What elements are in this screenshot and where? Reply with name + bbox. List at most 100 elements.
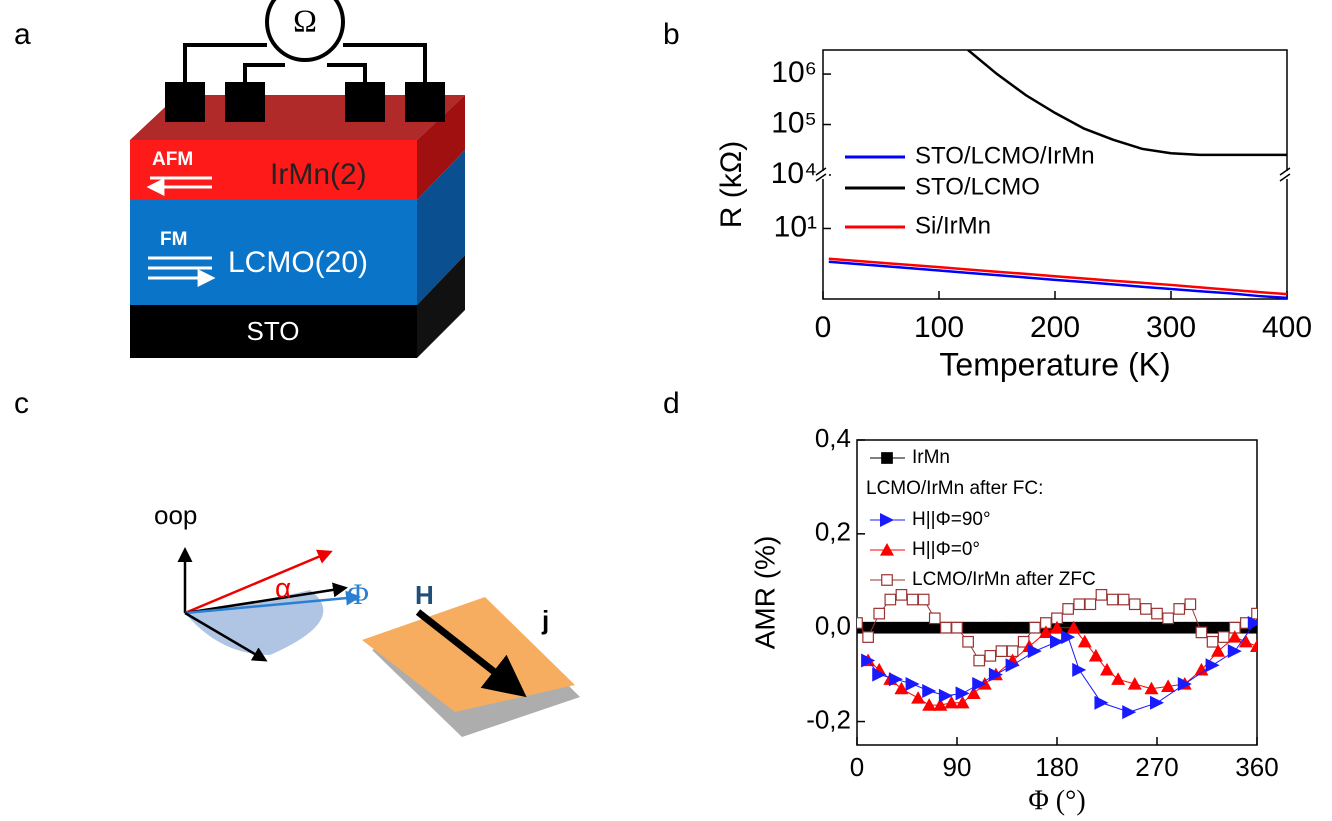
data-point	[1162, 612, 1174, 625]
legend-label: STO/LCMO	[915, 173, 1040, 200]
data-point	[1250, 639, 1257, 653]
geometry-diagram: oop α Φ H j	[154, 500, 580, 737]
angle-label: α	[275, 572, 291, 603]
x-tick-label: 200	[1030, 311, 1080, 344]
data-point	[1227, 644, 1242, 659]
y-tick-label: 10¹	[774, 210, 817, 243]
y-tick-label: 10⁵	[771, 106, 817, 139]
data-point	[884, 593, 897, 606]
data-point	[955, 695, 970, 709]
data-point	[873, 621, 886, 634]
data-point	[940, 621, 952, 634]
data-point	[906, 621, 919, 634]
data-point	[895, 621, 908, 634]
layer-label: LCMO(20)	[228, 246, 368, 279]
legend-label: H||Φ=90°	[912, 509, 991, 530]
current-label: j	[541, 605, 549, 635]
data-point	[873, 607, 886, 620]
data-point	[1128, 621, 1141, 634]
data-point	[1194, 662, 1209, 676]
y-tick-label: 10⁶	[771, 56, 817, 89]
data-point	[888, 672, 903, 687]
x-tick-label: 90	[943, 752, 972, 782]
data-point	[1177, 677, 1192, 691]
data-point	[1127, 677, 1142, 690]
legend-label: STO/LCMO/IrMn	[915, 142, 1095, 169]
data-point	[1095, 621, 1108, 634]
legend-header: LCMO/IrMn after FC:	[866, 478, 1043, 499]
legend-marker	[881, 574, 893, 586]
data-point	[1062, 603, 1074, 615]
legend-marker	[880, 543, 894, 556]
data-point	[973, 654, 986, 667]
data-point	[861, 653, 876, 668]
chart-amr: 0 90 180 270 360 -0,2 0,0 0,2 0,4 AMR (%) Φ (°) LCM…	[749, 423, 1278, 817]
data-point	[1247, 616, 1257, 630]
data-point	[862, 631, 874, 643]
axis-break-gap	[817, 170, 829, 179]
data-point	[905, 677, 920, 691]
plot-frame	[822, 49, 1288, 300]
data-point	[1073, 598, 1086, 611]
field-label: H	[415, 580, 434, 610]
data-point	[884, 621, 897, 634]
legend-label: Si/IrMn	[915, 212, 991, 239]
data-point	[857, 617, 863, 629]
data-point	[922, 684, 937, 699]
data-point	[973, 621, 986, 634]
data-point	[1238, 634, 1253, 648]
data-point	[1140, 603, 1152, 615]
x-axis-label: Temperature (K)	[939, 346, 1170, 382]
panel-label: b	[663, 18, 680, 51]
data-point	[1084, 598, 1097, 611]
y-axis-label: AMR (%)	[749, 536, 780, 650]
data-point	[1006, 621, 1019, 634]
data-point	[1077, 634, 1092, 648]
data-point	[1106, 621, 1119, 634]
data-point	[1027, 644, 1042, 659]
legend-marker	[880, 513, 894, 527]
y-axis-label: R (kΩ)	[715, 141, 748, 228]
data-point	[1251, 607, 1257, 620]
data-point	[1151, 607, 1163, 620]
data-point	[951, 621, 963, 634]
data-point	[1211, 644, 1226, 657]
data-point	[1111, 672, 1126, 685]
data-point	[988, 667, 1003, 682]
data-point	[1117, 593, 1130, 606]
data-point	[1227, 630, 1242, 643]
data-point	[1088, 648, 1103, 662]
fm-label: FM	[160, 229, 187, 250]
x-tick-label: 270	[1135, 752, 1178, 782]
data-point	[922, 698, 937, 711]
axis-break	[815, 167, 827, 182]
data-point	[1161, 679, 1176, 692]
data-point	[1106, 593, 1119, 606]
data-point	[1100, 662, 1114, 676]
data-point	[1173, 621, 1186, 634]
data-point	[895, 588, 908, 601]
plot-area	[857, 588, 1257, 720]
data-point	[1184, 598, 1197, 611]
data-point	[1173, 603, 1186, 615]
layer-label: IrMn(2)	[270, 158, 367, 191]
data-point	[1072, 662, 1087, 677]
series-line	[967, 50, 1287, 157]
data-point	[984, 621, 997, 634]
angle-label: Φ	[347, 578, 369, 611]
afm-label: AFM	[152, 149, 193, 170]
y-tick-label: 0,0	[815, 611, 851, 641]
device-diagram: Ω AFM IrMn(2) FM LCMO(20) STO	[130, 0, 465, 358]
x-tick-label: 0	[815, 311, 832, 344]
data-point	[1140, 621, 1152, 634]
plot-area	[828, 50, 1287, 299]
series-line	[828, 257, 1287, 296]
y-tick-label: 0,4	[815, 423, 851, 453]
data-point	[933, 698, 948, 711]
data-point	[1128, 598, 1141, 611]
y-tick-label: 10⁴	[771, 157, 817, 190]
data-point	[1150, 695, 1164, 710]
legend-marker	[881, 452, 893, 464]
data-point	[1028, 621, 1041, 634]
